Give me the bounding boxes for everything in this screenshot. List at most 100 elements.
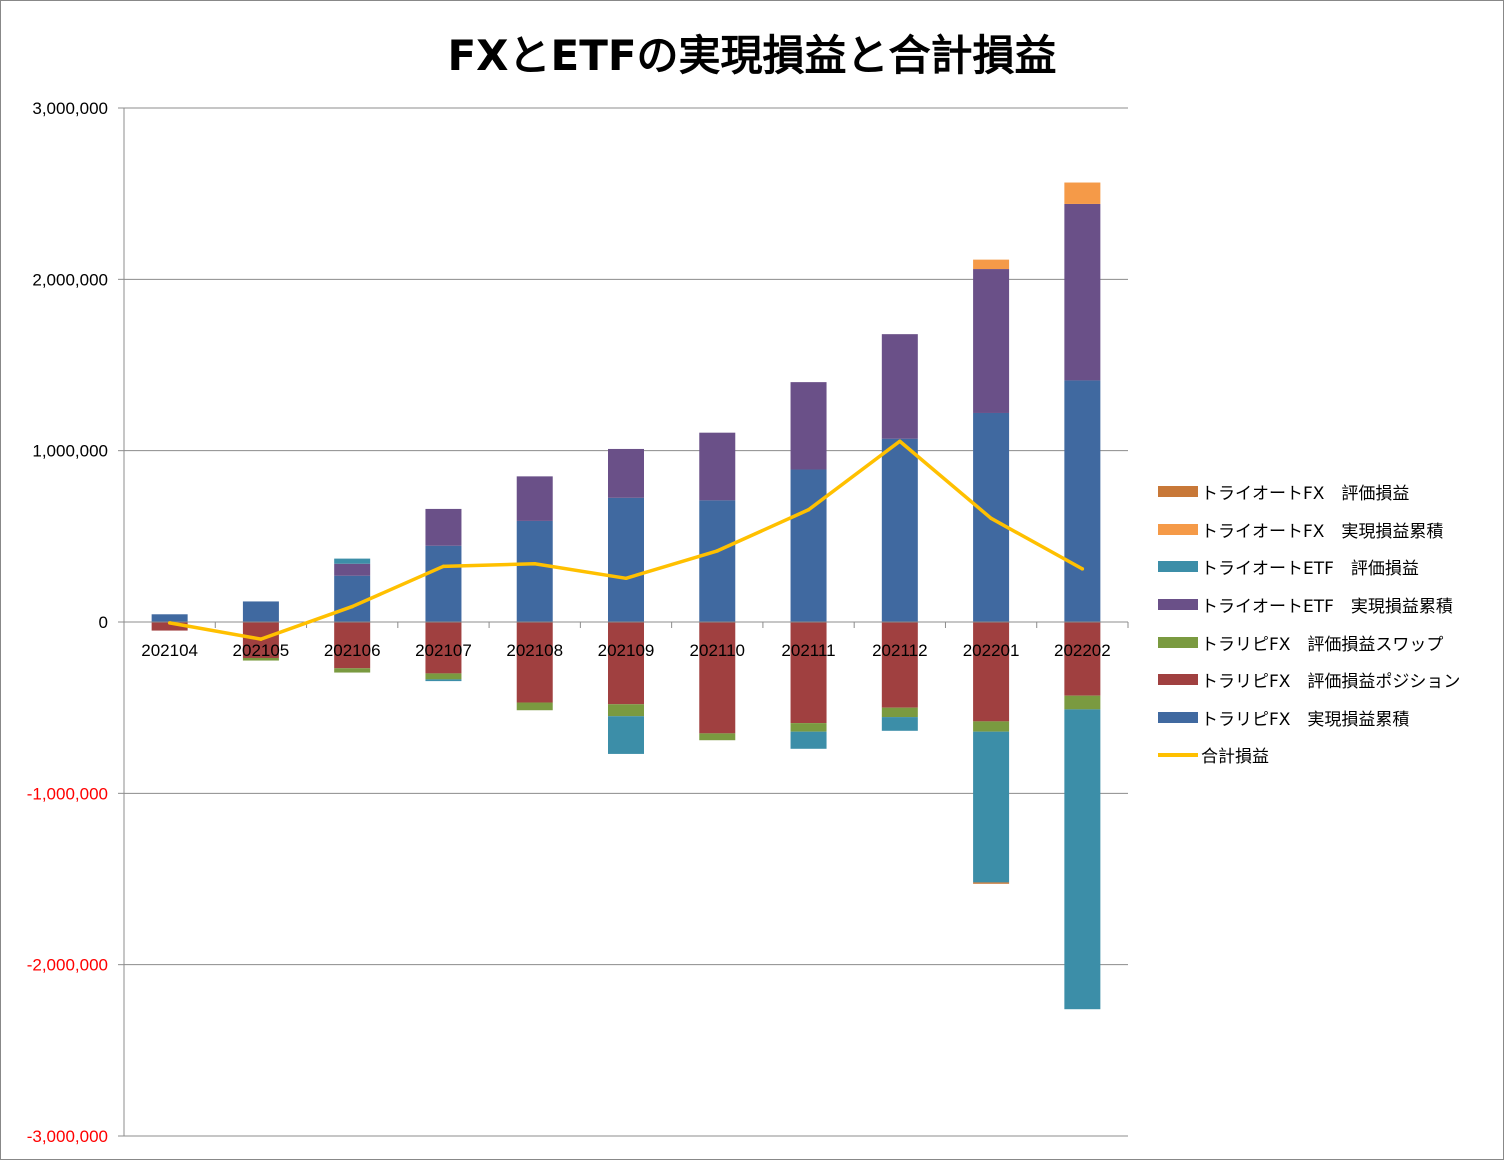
x-tick-label: 202105 bbox=[233, 641, 290, 660]
x-tick-label: 202108 bbox=[506, 641, 563, 660]
bar-segment bbox=[425, 673, 462, 680]
bar-segment bbox=[790, 731, 827, 749]
total-line-point bbox=[806, 508, 811, 512]
bar-segment bbox=[790, 469, 827, 622]
bar-segment bbox=[973, 882, 1010, 884]
x-tick-label: 202201 bbox=[963, 641, 1020, 660]
bar-segment bbox=[334, 668, 371, 673]
y-tick-label: -2,000,000 bbox=[27, 956, 108, 975]
bar-segment bbox=[242, 601, 279, 622]
bar-segment bbox=[973, 269, 1010, 413]
bar-segment bbox=[973, 259, 1010, 270]
y-tick-label: 1,000,000 bbox=[32, 442, 108, 461]
legend-item: トラリピFX 実現損益累積 bbox=[1158, 699, 1498, 737]
x-tick-label: 202112 bbox=[872, 641, 927, 660]
total-line-point bbox=[532, 561, 537, 566]
legend-swatch bbox=[1158, 523, 1198, 535]
bar-segment bbox=[881, 438, 918, 622]
bar-segment bbox=[334, 622, 371, 669]
legend-label: トライオートETF 実現損益累積 bbox=[1201, 597, 1453, 618]
bar-segment bbox=[608, 704, 644, 717]
total-line-point bbox=[441, 564, 446, 569]
bar-segment bbox=[425, 622, 462, 674]
total-line-point bbox=[350, 604, 354, 609]
bar-segment bbox=[334, 563, 371, 576]
legend-swatch bbox=[1158, 561, 1198, 573]
bar-segment bbox=[699, 432, 736, 501]
y-tick-label: 3,000,000 bbox=[32, 99, 108, 118]
bar-segment bbox=[334, 558, 371, 564]
x-tick-label: 202109 bbox=[598, 641, 655, 660]
bar-segment bbox=[516, 702, 553, 711]
legend: トライオートFX 評価損益トライオートFX 実現損益累積トライオートETF 評価… bbox=[1158, 473, 1498, 774]
bar-segment bbox=[1064, 380, 1101, 622]
legend-item: トラリピFX 評価損益スワップ bbox=[1158, 623, 1498, 661]
legend-swatch bbox=[1158, 711, 1198, 723]
bar-segment bbox=[516, 520, 553, 622]
total-line-point bbox=[715, 549, 720, 553]
legend-item: 合計損益 bbox=[1158, 736, 1498, 774]
total-line-point bbox=[898, 439, 902, 443]
legend-label: 合計損益 bbox=[1201, 747, 1269, 768]
legend-label: トラリピFX 評価損益ポジション bbox=[1201, 672, 1461, 693]
legend-item: トライオートETF 評価損益 bbox=[1158, 548, 1498, 586]
x-tick-label: 202107 bbox=[415, 641, 472, 660]
axes: 3,000,000 2,000,000 1,000,000 0 -1,000,000 -2… bbox=[27, 99, 1129, 1146]
x-tick-label: 202110 bbox=[690, 641, 745, 660]
bar-segment bbox=[881, 334, 918, 439]
x-tick-label: 202202 bbox=[1054, 641, 1111, 660]
bar-segment bbox=[151, 622, 188, 631]
bar-segment bbox=[1064, 203, 1101, 381]
bar-segment bbox=[516, 622, 553, 703]
bar-segment bbox=[699, 733, 736, 741]
bar-segment bbox=[973, 731, 1010, 883]
bar-segment bbox=[425, 508, 462, 546]
bar-segment bbox=[973, 622, 1010, 722]
bar-segment bbox=[608, 716, 644, 754]
legend-swatch bbox=[1158, 636, 1198, 648]
total-line-point bbox=[1080, 567, 1085, 571]
bars bbox=[151, 182, 1101, 1010]
bar-segment bbox=[790, 382, 827, 470]
bar-segment bbox=[790, 723, 827, 732]
total-line-point bbox=[259, 637, 263, 641]
legend-label: トライオートETF 評価損益 bbox=[1201, 559, 1419, 580]
x-tick-label: 202111 bbox=[781, 641, 835, 660]
bar-segment bbox=[881, 717, 918, 731]
legend-item: トライオートFX 実現損益累積 bbox=[1158, 511, 1498, 549]
total-line-point bbox=[989, 516, 993, 521]
bar-segment bbox=[1064, 182, 1101, 204]
total-line-point bbox=[167, 621, 172, 625]
bar-segment bbox=[425, 545, 462, 622]
y-tick-label: 2,000,000 bbox=[32, 270, 108, 289]
legend-item: トライオートETF 実現損益累積 bbox=[1158, 586, 1498, 624]
bar-segment bbox=[790, 622, 827, 724]
legend-item: トライオートFX 評価損益 bbox=[1158, 473, 1498, 511]
y-tick-label: 0 bbox=[99, 613, 108, 632]
legend-line-swatch bbox=[1158, 752, 1198, 757]
bar-segment bbox=[425, 679, 462, 682]
legend-swatch bbox=[1158, 599, 1198, 611]
bar-segment bbox=[881, 707, 918, 718]
bar-segment bbox=[151, 614, 188, 622]
legend-label: トラリピFX 実現損益累積 bbox=[1201, 709, 1410, 730]
bar-segment bbox=[334, 575, 371, 622]
legend-label: トライオートFX 評価損益 bbox=[1201, 484, 1410, 505]
bar-segment bbox=[973, 721, 1010, 732]
bar-segment bbox=[881, 622, 918, 708]
legend-swatch bbox=[1158, 674, 1198, 686]
bar-segment bbox=[608, 497, 644, 622]
total-line bbox=[167, 439, 1085, 641]
y-tick-label: -1,000,000 bbox=[27, 784, 108, 803]
chart-title: FXとETFの実現損益と合計損益 bbox=[447, 31, 1057, 80]
legend-swatch bbox=[1158, 486, 1198, 498]
bar-segment bbox=[1064, 709, 1101, 1010]
bar-segment bbox=[699, 500, 736, 622]
x-tick-label: 202106 bbox=[324, 641, 381, 660]
legend-item: トラリピFX 評価損益ポジション bbox=[1158, 661, 1498, 699]
bar-segment bbox=[699, 622, 736, 734]
total-line-point bbox=[624, 576, 628, 581]
bar-segment bbox=[608, 448, 644, 498]
y-tick-label: -3,000,000 bbox=[27, 1127, 108, 1146]
